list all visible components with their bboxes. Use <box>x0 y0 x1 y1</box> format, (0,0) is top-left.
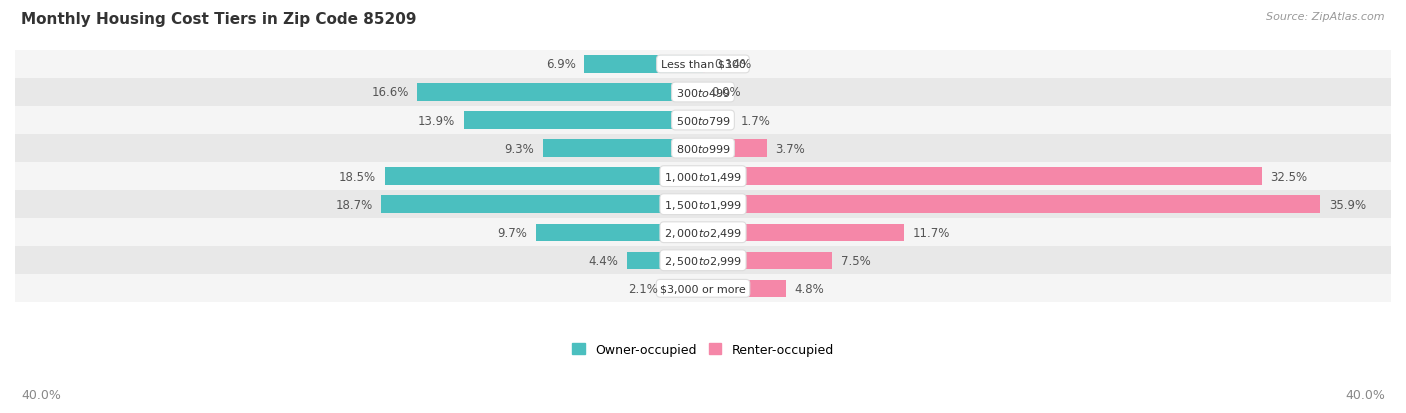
Bar <box>464 112 703 129</box>
Bar <box>15 218 1391 247</box>
Bar <box>15 51 1391 79</box>
Bar <box>15 107 1391 135</box>
Text: 32.5%: 32.5% <box>1271 170 1308 183</box>
Bar <box>703 252 832 269</box>
Bar <box>536 224 703 241</box>
Bar <box>385 168 703 185</box>
Text: 11.7%: 11.7% <box>912 226 950 239</box>
Bar <box>703 224 904 241</box>
Bar <box>15 135 1391 163</box>
Text: 4.8%: 4.8% <box>794 282 824 295</box>
Bar <box>543 140 703 157</box>
Bar <box>15 247 1391 275</box>
Text: 9.3%: 9.3% <box>505 142 534 155</box>
Text: $1,500 to $1,999: $1,500 to $1,999 <box>664 198 742 211</box>
Text: 0.14%: 0.14% <box>714 58 751 71</box>
Text: 35.9%: 35.9% <box>1329 198 1367 211</box>
Text: Source: ZipAtlas.com: Source: ZipAtlas.com <box>1267 12 1385 22</box>
Bar <box>666 280 703 297</box>
Text: 3.7%: 3.7% <box>775 142 806 155</box>
Text: 6.9%: 6.9% <box>546 58 575 71</box>
Bar <box>703 280 786 297</box>
Bar <box>627 252 703 269</box>
Text: $1,000 to $1,499: $1,000 to $1,499 <box>664 170 742 183</box>
Text: Less than $300: Less than $300 <box>661 60 745 70</box>
Bar <box>703 56 706 74</box>
Bar <box>703 140 766 157</box>
Text: 16.6%: 16.6% <box>371 86 409 99</box>
Bar <box>703 112 733 129</box>
Text: $3,000 or more: $3,000 or more <box>661 284 745 294</box>
Text: 18.5%: 18.5% <box>339 170 377 183</box>
Text: 2.1%: 2.1% <box>628 282 658 295</box>
Bar <box>418 84 703 102</box>
Text: $500 to $799: $500 to $799 <box>675 115 731 127</box>
Text: 9.7%: 9.7% <box>498 226 527 239</box>
Text: 40.0%: 40.0% <box>1346 388 1385 401</box>
Text: 0.0%: 0.0% <box>711 86 741 99</box>
Bar <box>15 163 1391 191</box>
Text: 40.0%: 40.0% <box>21 388 60 401</box>
Bar <box>381 196 703 214</box>
Bar <box>585 56 703 74</box>
Bar <box>15 79 1391 107</box>
Text: $2,500 to $2,999: $2,500 to $2,999 <box>664 254 742 267</box>
Bar <box>15 275 1391 303</box>
Text: Monthly Housing Cost Tiers in Zip Code 85209: Monthly Housing Cost Tiers in Zip Code 8… <box>21 12 416 27</box>
Bar <box>15 191 1391 218</box>
Text: $300 to $499: $300 to $499 <box>675 87 731 99</box>
Bar <box>703 196 1320 214</box>
Text: 13.9%: 13.9% <box>418 114 456 127</box>
Text: 4.4%: 4.4% <box>589 254 619 267</box>
Text: 1.7%: 1.7% <box>741 114 770 127</box>
Text: $800 to $999: $800 to $999 <box>675 143 731 155</box>
Bar <box>703 168 1263 185</box>
Legend: Owner-occupied, Renter-occupied: Owner-occupied, Renter-occupied <box>572 343 834 356</box>
Text: 18.7%: 18.7% <box>336 198 373 211</box>
Text: 7.5%: 7.5% <box>841 254 870 267</box>
Text: $2,000 to $2,499: $2,000 to $2,499 <box>664 226 742 239</box>
